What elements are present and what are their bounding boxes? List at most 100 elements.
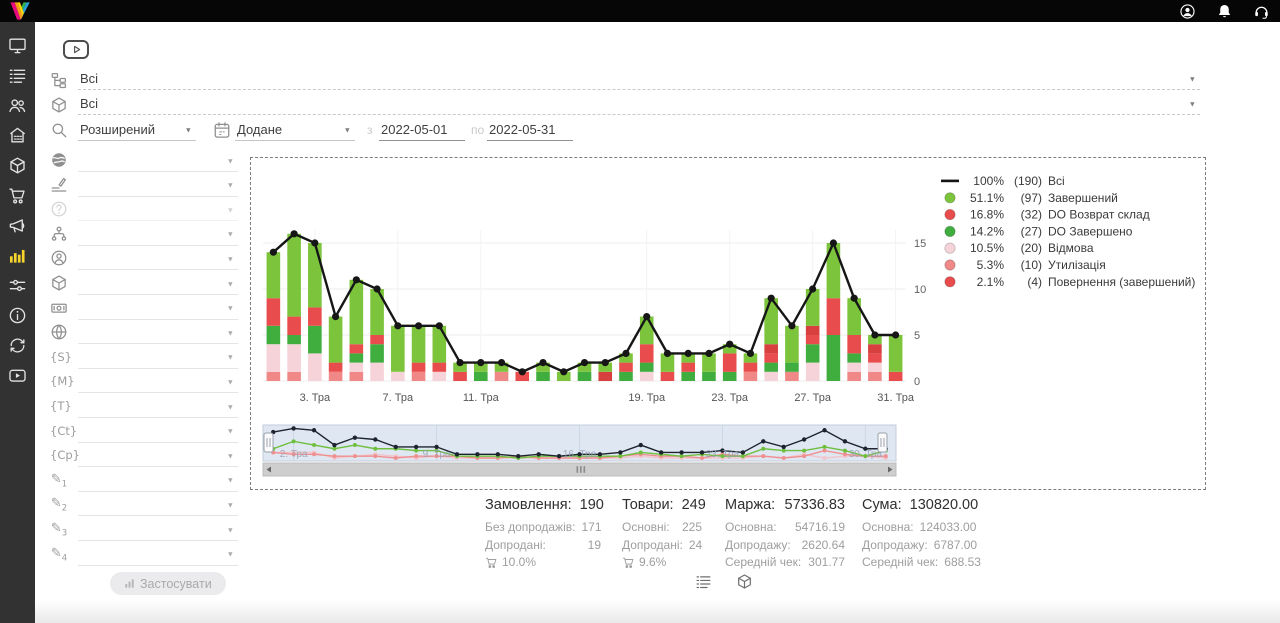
- chevron-down-icon: ▼: [226, 279, 234, 288]
- apply-button[interactable]: Застосувати: [110, 572, 226, 595]
- search-mode-select[interactable]: Розширений ▼: [78, 119, 196, 141]
- stat-title: Сума:: [862, 497, 902, 513]
- date-from-label: з: [367, 123, 373, 137]
- custom-field-1-filter-icon: ✎1: [50, 471, 68, 490]
- sidebar-item-automation[interactable]: [8, 276, 27, 295]
- utm-campaign-filter-icon: {Cp}: [50, 448, 80, 463]
- custom-field-4-filter-select[interactable]: ▼: [78, 544, 238, 566]
- sidebar-item-products[interactable]: [8, 156, 27, 175]
- svg-text:15: 15: [914, 238, 926, 250]
- chevron-down-icon: ▼: [226, 525, 234, 534]
- globe-icon: [50, 323, 68, 341]
- date-to-value: 2022-05-31: [489, 122, 556, 137]
- payment-filter-select[interactable]: ▼: [78, 298, 238, 320]
- stat-title: Замовлення:: [485, 497, 572, 513]
- hierarchy-filter-select[interactable]: ▼: [78, 224, 238, 246]
- sidebar-item-procurement[interactable]: [8, 186, 27, 205]
- sidebar-item-analytics[interactable]: [8, 246, 27, 265]
- product-filter-select[interactable]: ▼: [78, 273, 238, 295]
- legend-item-6[interactable]: 2.1% (4) Повернення (завершений): [944, 275, 1196, 289]
- app-logo[interactable]: [7, 1, 33, 21]
- date-from-value: 2022-05-01: [381, 122, 448, 137]
- utm-content-filter-icon: {Ct}: [50, 423, 78, 438]
- bell-icon[interactable]: [1216, 3, 1233, 20]
- order-status-filter-select[interactable]: Всі ▼: [78, 68, 1200, 90]
- legend-item-0[interactable]: 100% (190) Всі: [941, 174, 1065, 188]
- headset-icon[interactable]: [1253, 3, 1270, 20]
- legend-item-5[interactable]: 5.3% (10) Утилізація: [944, 258, 1106, 272]
- website-filter-select[interactable]: ▼: [78, 322, 238, 345]
- sidebar-item-dashboard[interactable]: [8, 36, 27, 55]
- stat-card-margin: Маржа: 57336.83 Основна: 54716.19 Допродажу:…: [725, 497, 845, 569]
- total-line[interactable]: [272, 232, 896, 374]
- svg-text:31. Тра: 31. Тра: [877, 392, 915, 404]
- top-header-bar: [0, 0, 1280, 22]
- custom-field-2-filter-icon: ✎2: [50, 496, 68, 514]
- date-from-input[interactable]: 2022-05-01: [379, 119, 465, 141]
- utm-content-filter-select[interactable]: ▼: [78, 421, 238, 443]
- legend-item-1[interactable]: 51.1% (97) Завершений: [944, 191, 1118, 205]
- custom-field-1-filter-select[interactable]: ▼: [78, 470, 238, 492]
- chart-scrollbar[interactable]: [262, 462, 897, 477]
- search-mode-value: Розширений: [80, 122, 155, 137]
- chevron-down-icon: ▼: [226, 328, 234, 338]
- svg-text:Відмова: Відмова: [1048, 241, 1094, 255]
- summary-list-icon[interactable]: [695, 573, 712, 590]
- stat-value: 57336.83: [784, 497, 845, 513]
- globe-dark-icon: [50, 151, 68, 169]
- stat-card-orders: Замовлення: 190 Без допродажів: 171 Допродан…: [485, 497, 604, 569]
- video-hint-button[interactable]: [63, 40, 89, 59]
- utm-campaign-filter-select[interactable]: ▼: [78, 445, 238, 468]
- svg-text:5: 5: [914, 330, 920, 342]
- user-icon[interactable]: [1179, 3, 1196, 20]
- stat-card-items: Товари: 249 Основні: 225 Допродані: 24 9.6%: [622, 497, 706, 569]
- date-to-input[interactable]: 2022-05-31: [487, 119, 573, 141]
- svg-text:(190): (190): [1014, 174, 1042, 188]
- custom-field-3-filter-select[interactable]: ▼: [78, 519, 238, 541]
- stat-value: 249: [681, 497, 706, 513]
- navigator-right-handle[interactable]: [877, 432, 888, 453]
- chevron-down-icon: ▼: [226, 500, 234, 510]
- svg-text:23. Тра: 23. Тра: [706, 449, 740, 460]
- stat-title: Товари:: [622, 497, 674, 513]
- sidebar-item-info[interactable]: [8, 306, 27, 325]
- edit-lines-icon: [50, 176, 68, 194]
- svg-text:2. Тра: 2. Тра: [280, 449, 308, 460]
- chevron-down-icon: ▼: [226, 303, 234, 313]
- calendar-icon: [213, 121, 231, 139]
- sidebar-item-integrations[interactable]: [8, 336, 27, 355]
- custom-field-2-filter-select[interactable]: ▼: [78, 494, 238, 517]
- stat-subrow: Основні: 225: [622, 520, 702, 534]
- chevron-down-icon: ▼: [226, 377, 234, 387]
- legend-item-4[interactable]: 10.5% (20) Відмова: [944, 241, 1094, 255]
- svg-text:Всі: Всі: [1048, 174, 1065, 188]
- sidebar-item-warehouse[interactable]: [8, 126, 27, 145]
- date-field-select[interactable]: Додане ▼: [235, 119, 355, 141]
- bars-layer[interactable]: [266, 233, 903, 381]
- manager-filter-select[interactable]: ▼: [78, 248, 238, 271]
- chart-navigator[interactable]: 2. Тра 9. Тра 16. Тра 23. Тра 30. Тра: [262, 424, 897, 462]
- summary-box-icon[interactable]: [736, 573, 753, 590]
- question-filter-select[interactable]: ▼: [78, 199, 238, 222]
- chevron-down-icon: ▼: [1188, 74, 1196, 83]
- legend-item-3[interactable]: 14.2% (27) DO Завершено: [944, 224, 1133, 238]
- edit-lines-filter-select[interactable]: ▼: [78, 175, 238, 197]
- navigator-left-handle[interactable]: [263, 432, 274, 453]
- utm-term-filter-select[interactable]: ▼: [78, 396, 238, 418]
- stat-title: Маржа:: [725, 497, 776, 513]
- sidebar-item-orders[interactable]: [8, 66, 27, 85]
- sidebar-item-customers[interactable]: [8, 96, 27, 115]
- globe-filter-select[interactable]: ▼: [78, 150, 238, 172]
- sidebar-item-video-tutorials[interactable]: [8, 366, 27, 385]
- sidebar-item-marketing[interactable]: [8, 216, 27, 235]
- search-icon: [50, 121, 68, 139]
- svg-text:(27): (27): [1021, 224, 1042, 238]
- svg-text:(32): (32): [1021, 208, 1042, 222]
- svg-text:51.1%: 51.1%: [970, 191, 1004, 205]
- legend-item-2[interactable]: 16.8% (32) DO Возврат склад: [944, 208, 1150, 222]
- cart-icon: [622, 556, 635, 569]
- utm-medium-filter-select[interactable]: ▼: [78, 371, 238, 394]
- utm-source-filter-select[interactable]: ▼: [78, 347, 238, 369]
- product-filter-select[interactable]: Всі ▼: [78, 93, 1200, 115]
